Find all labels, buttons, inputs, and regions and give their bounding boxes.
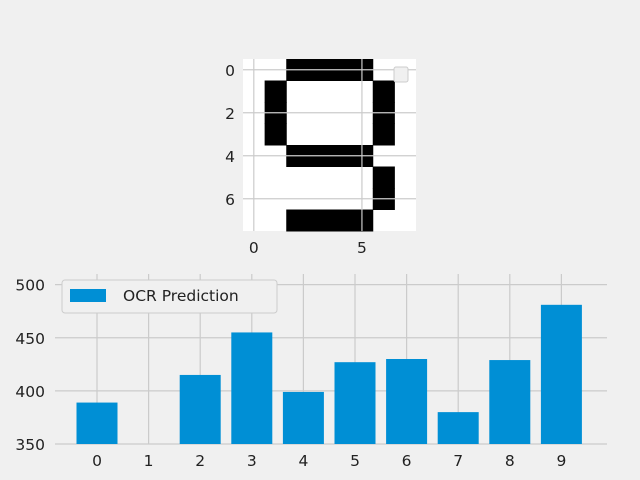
pixel-cell [329,209,352,232]
bar [540,304,582,444]
bar [76,402,118,444]
x-tick-label: 4 [298,452,308,470]
bar [489,360,531,444]
prediction-bar-chart: 350 400 450 500 0 1 2 3 4 5 6 7 8 9 OCR Prediction [15,274,607,470]
empty-legend-box [393,66,409,83]
x-tick-label: 6 [402,452,412,470]
pixel-cell [372,123,395,146]
legend-swatch [70,289,106,302]
bar [386,359,428,444]
y-tick-label: 450 [15,330,45,348]
y-tick-label: 400 [15,383,45,401]
bar [179,374,221,444]
y-tick-label: 4 [225,148,235,166]
x-tick-label: 0 [92,452,102,470]
y-tick-label: 0 [225,62,235,80]
x-tick-label: 5 [357,239,367,257]
pixel-cell [372,166,395,189]
legend-label: OCR Prediction [123,287,239,305]
y-tick-label: 2 [225,105,235,123]
x-tick-label: 1 [144,452,154,470]
pixel-cell [307,209,330,232]
pixel-cell [286,209,309,232]
bar [437,412,479,444]
x-tick-label: 5 [350,452,360,470]
bar [231,332,273,444]
pixel-cell [264,123,287,146]
digit-image-panel: 0 2 4 6 0 5 [225,59,416,257]
bar [282,391,324,444]
legend-box [61,279,278,314]
x-tick-label: 2 [195,452,205,470]
y-tick-label: 500 [15,277,45,295]
y-tick-label: 350 [15,436,45,454]
pixel-cell [264,80,287,103]
bar [334,362,376,444]
x-tick-label: 8 [505,452,515,470]
x-tick-label: 9 [556,452,566,470]
x-tick-label: 0 [249,239,259,257]
x-tick-label: 3 [247,452,257,470]
x-tick-label: 7 [453,452,463,470]
legend: OCR Prediction [61,279,278,314]
y-tick-label: 6 [225,191,235,209]
pixel-cell [372,80,395,103]
